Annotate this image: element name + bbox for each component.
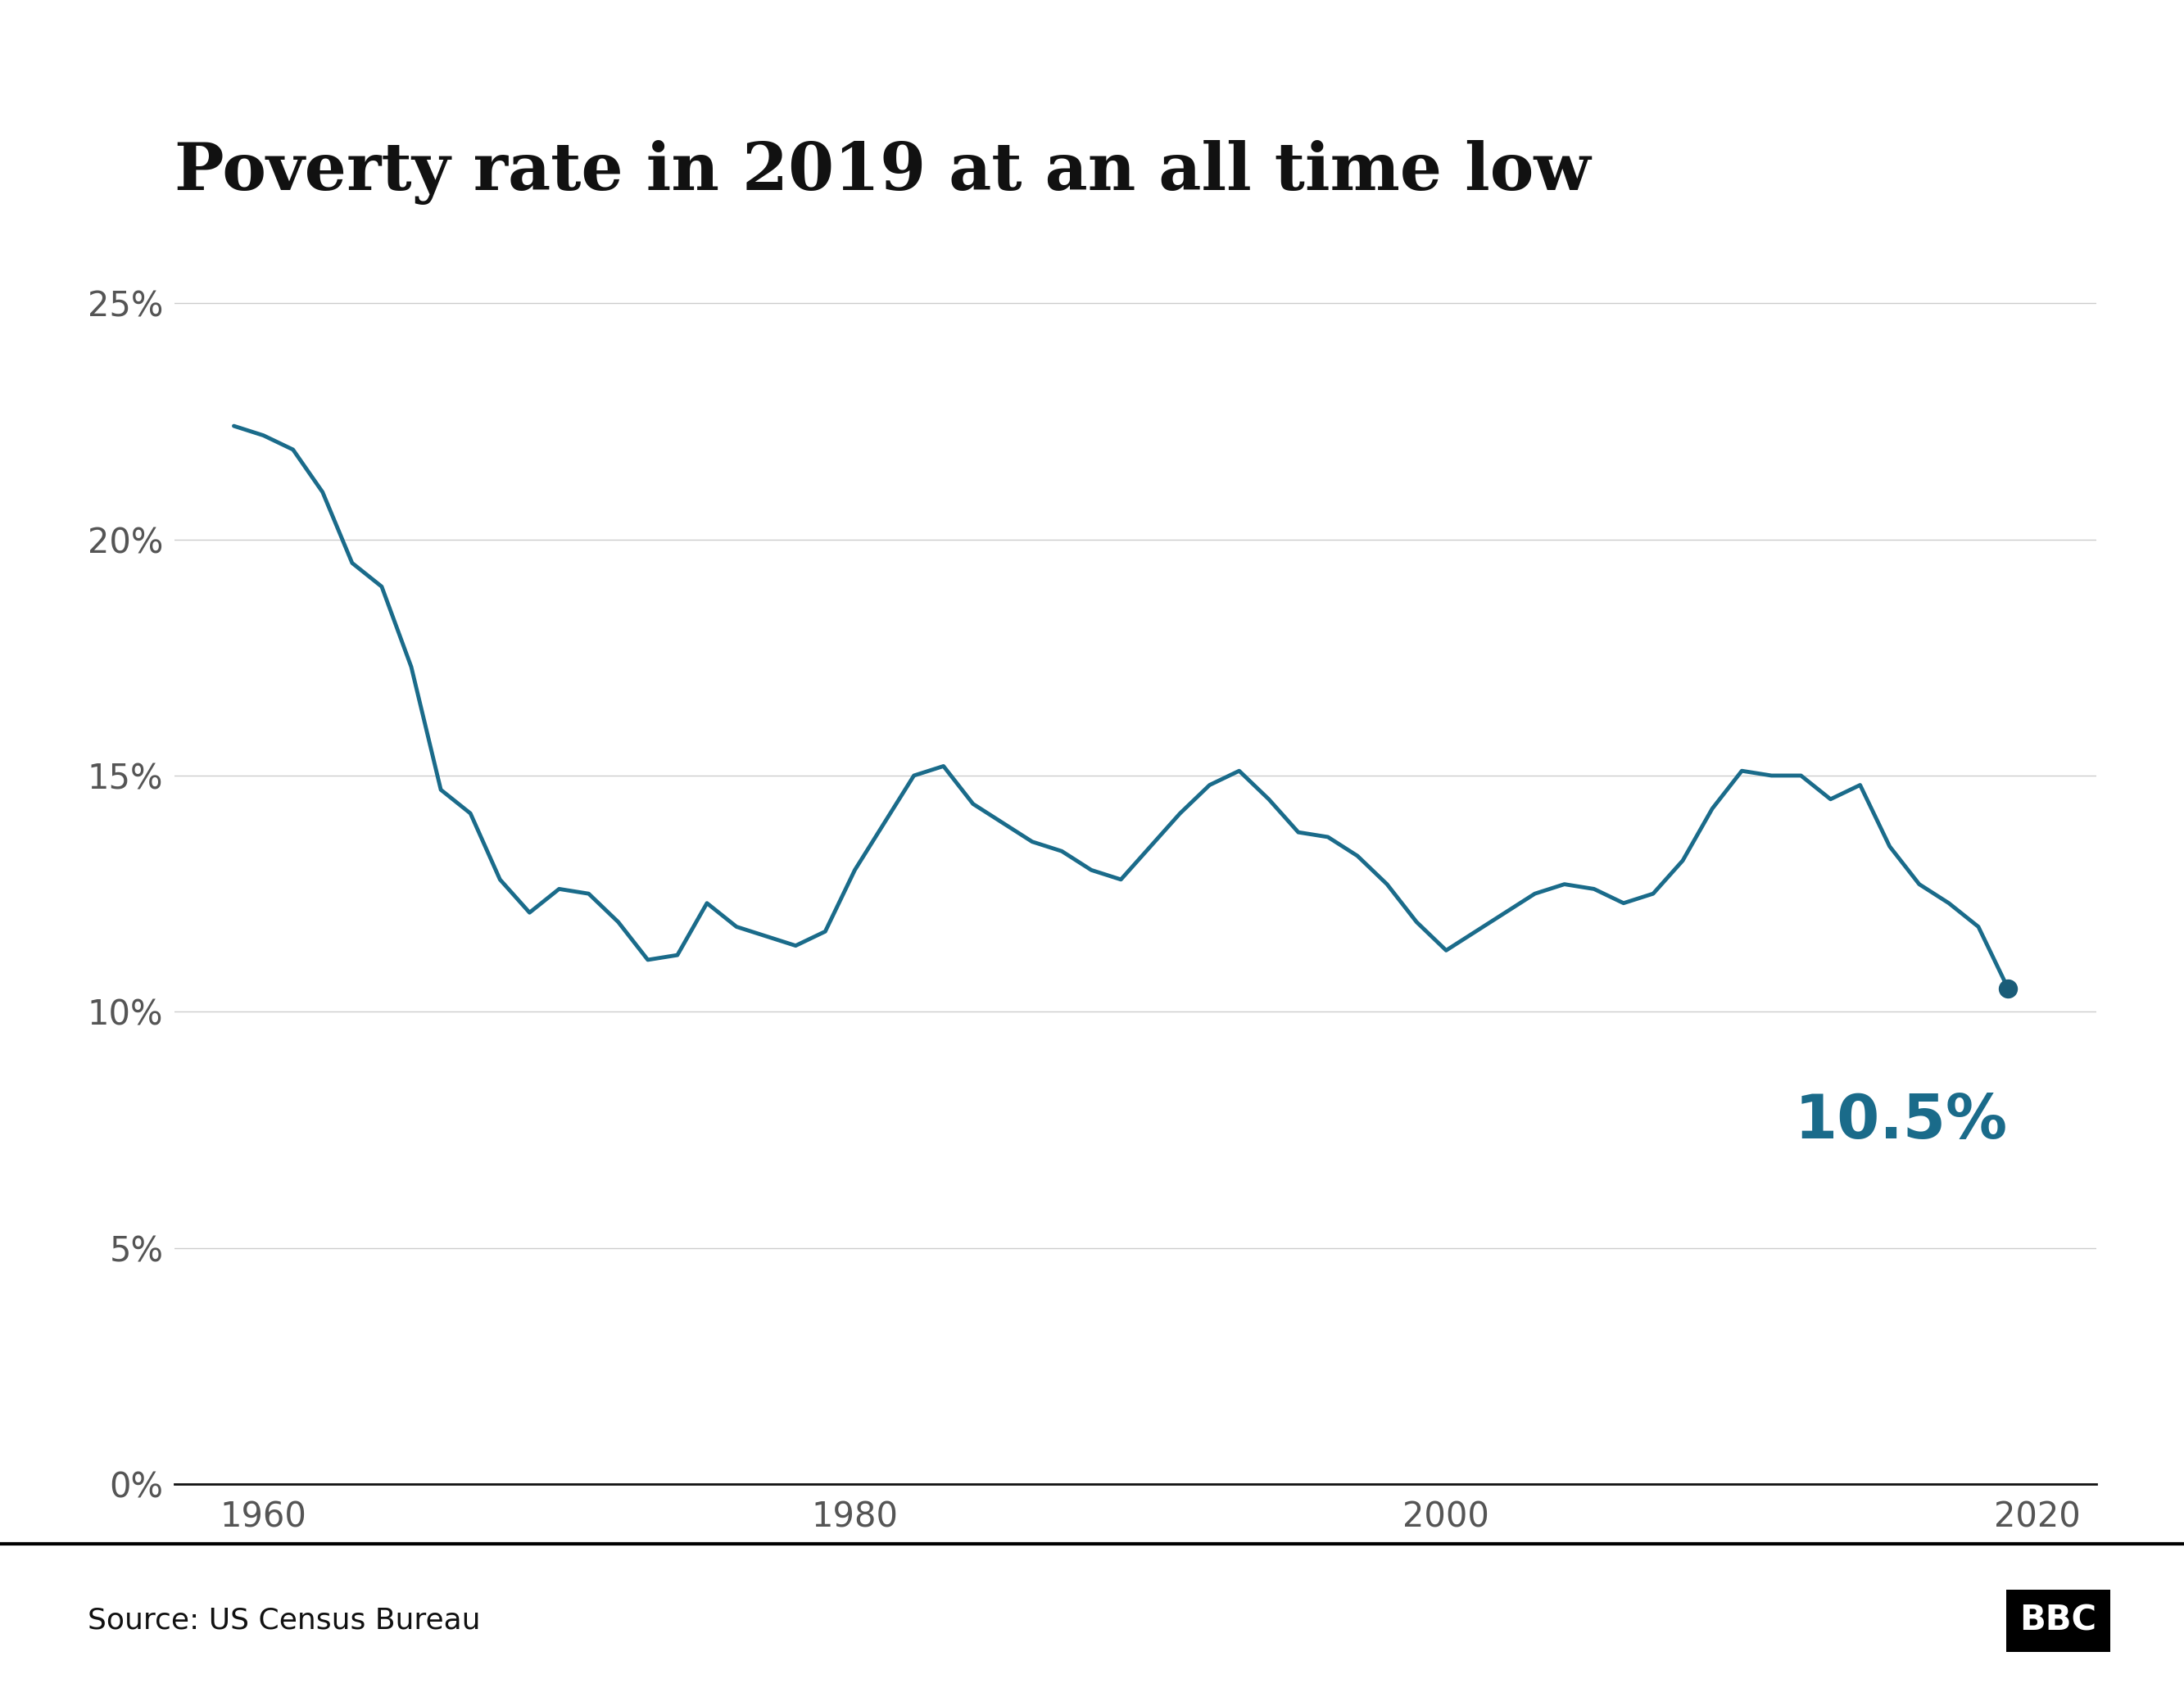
Text: 10.5%: 10.5%: [1795, 1092, 2007, 1152]
Text: Poverty rate in 2019 at an all time low: Poverty rate in 2019 at an all time low: [175, 140, 1590, 205]
Text: BBC: BBC: [2020, 1604, 2097, 1638]
Text: Source: US Census Bureau: Source: US Census Bureau: [87, 1607, 480, 1634]
Point: [1990, 974, 2025, 1001]
